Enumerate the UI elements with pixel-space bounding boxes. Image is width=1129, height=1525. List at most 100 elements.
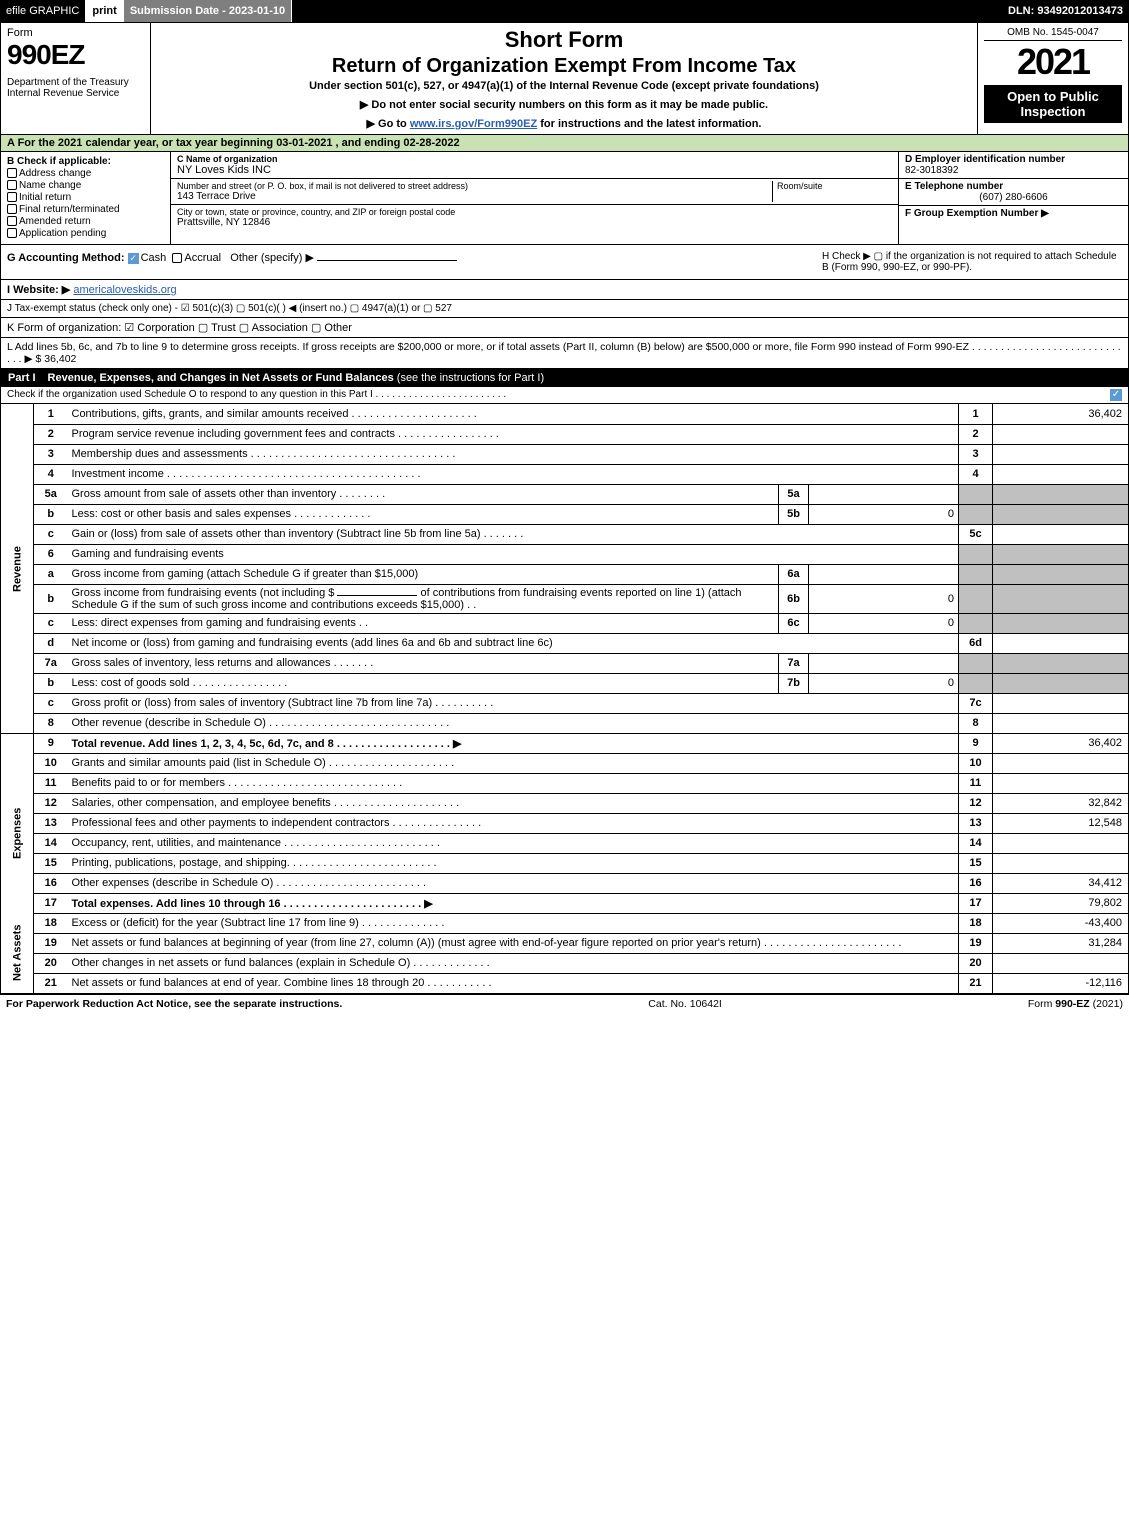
l5c-amt <box>993 524 1129 544</box>
l7b-sv: 0 <box>809 673 959 693</box>
org-name: NY Loves Kids INC <box>177 164 892 176</box>
chk-initial-return[interactable]: Initial return <box>7 192 164 203</box>
l6b-blank[interactable] <box>337 595 417 596</box>
l7a-sn: 7a <box>779 653 809 673</box>
l8-ln: 8 <box>959 713 993 733</box>
l10-num: 10 <box>34 753 68 773</box>
footer-right: Form 990-EZ (2021) <box>1028 998 1123 1010</box>
ein: 82-3018392 <box>905 165 1122 176</box>
i-label: I Website: ▶ <box>7 284 70 296</box>
l6a-sv <box>809 564 959 584</box>
l12-desc: Salaries, other compensation, and employ… <box>68 793 959 813</box>
g-label: G Accounting Method: <box>7 252 125 264</box>
chk-address-change[interactable]: Address change <box>7 168 164 179</box>
l5b-desc: Less: cost or other basis and sales expe… <box>68 504 779 524</box>
f-label: F Group Exemption Number ▶ <box>905 208 1049 219</box>
city-label: City or town, state or province, country… <box>177 207 892 217</box>
l16-ln: 16 <box>959 873 993 893</box>
instruction-2: ▶ Go to www.irs.gov/Form990EZ for instru… <box>159 117 969 130</box>
l3-amt <box>993 444 1129 464</box>
l12-amt: 32,842 <box>993 793 1129 813</box>
submission-date: Submission Date - 2023-01-10 <box>124 0 292 22</box>
l5a-sn: 5a <box>779 484 809 504</box>
l14-desc: Occupancy, rent, utilities, and maintena… <box>68 833 959 853</box>
form-meta-block: OMB No. 1545-0047 2021 Open to Public In… <box>978 23 1128 134</box>
part-1-sub: Check if the organization used Schedule … <box>0 387 1129 404</box>
website-link[interactable]: americaloveskids.org <box>73 284 176 296</box>
l6c-amt <box>993 613 1129 633</box>
section-a: A For the 2021 calendar year, or tax yea… <box>0 135 1129 152</box>
open-to-public: Open to Public Inspection <box>984 85 1122 123</box>
chk-application-pending[interactable]: Application pending <box>7 228 164 239</box>
l18-amt: -43,400 <box>993 913 1129 933</box>
part-sub-text: Check if the organization used Schedule … <box>7 389 506 401</box>
l8-num: 8 <box>34 713 68 733</box>
l2-ln: 2 <box>959 424 993 444</box>
l11-amt <box>993 773 1129 793</box>
print-button[interactable]: print <box>86 0 123 22</box>
other-specify-input[interactable] <box>317 260 457 261</box>
l7b-desc: Less: cost of goods sold . . . . . . . .… <box>68 673 779 693</box>
part-label: Part I <box>8 372 36 384</box>
chk-final-return[interactable]: Final return/terminated <box>7 204 164 215</box>
dln-label: DLN: 93492012013473 <box>1002 0 1129 22</box>
l9-num: 9 <box>34 733 68 753</box>
l5b-num: b <box>34 504 68 524</box>
l16-num: 16 <box>34 873 68 893</box>
l1-desc: Contributions, gifts, grants, and simila… <box>68 404 959 424</box>
footer-left: For Paperwork Reduction Act Notice, see … <box>6 998 342 1010</box>
l5b-ln <box>959 504 993 524</box>
l9-amt: 36,402 <box>993 733 1129 753</box>
l1-amt: 36,402 <box>993 404 1129 424</box>
l6-amt <box>993 544 1129 564</box>
l6d-num: d <box>34 633 68 653</box>
efile-label: efile GRAPHIC <box>0 0 86 22</box>
l13-amt: 12,548 <box>993 813 1129 833</box>
l15-ln: 15 <box>959 853 993 873</box>
l13-desc: Professional fees and other payments to … <box>68 813 959 833</box>
l6a-ln <box>959 564 993 584</box>
top-bar: efile GRAPHIC print Submission Date - 20… <box>0 0 1129 22</box>
form-word: Form <box>7 27 144 39</box>
schedule-o-checkbox[interactable]: ✓ <box>1110 389 1122 401</box>
l20-num: 20 <box>34 953 68 973</box>
chk-name-change[interactable]: Name change <box>7 180 164 191</box>
chk-amended-return[interactable]: Amended return <box>7 216 164 227</box>
part-1-header: Part I Revenue, Expenses, and Changes in… <box>0 369 1129 387</box>
section-f: F Group Exemption Number ▶ <box>899 206 1128 221</box>
section-def: D Employer identification number 82-3018… <box>898 152 1128 244</box>
chk-accrual[interactable] <box>172 253 182 263</box>
l1-num: 1 <box>34 404 68 424</box>
d-label: D Employer identification number <box>905 154 1122 165</box>
l6d-ln: 6d <box>959 633 993 653</box>
l10-amt <box>993 753 1129 773</box>
l4-num: 4 <box>34 464 68 484</box>
l14-num: 14 <box>34 833 68 853</box>
l9-ln: 9 <box>959 733 993 753</box>
l5a-amt <box>993 484 1129 504</box>
l19-ln: 19 <box>959 933 993 953</box>
section-d: D Employer identification number 82-3018… <box>899 152 1128 179</box>
section-cde: C Name of organization NY Loves Kids INC… <box>171 152 898 244</box>
city-state-zip: Prattsville, NY 12846 <box>177 217 892 228</box>
instruction-1: ▶ Do not enter social security numbers o… <box>159 98 969 111</box>
irs-link[interactable]: www.irs.gov/Form990EZ <box>410 118 537 130</box>
l16-desc: Other expenses (describe in Schedule O) … <box>68 873 959 893</box>
section-e: E Telephone number (607) 280-6606 <box>899 179 1128 206</box>
l8-amt <box>993 713 1129 733</box>
l9-desc: Total revenue. Add lines 1, 2, 3, 4, 5c,… <box>68 733 959 753</box>
l10-desc: Grants and similar amounts paid (list in… <box>68 753 959 773</box>
c-label: C Name of organization <box>177 154 892 164</box>
l7c-desc: Gross profit or (loss) from sales of inv… <box>68 693 959 713</box>
l2-num: 2 <box>34 424 68 444</box>
l7a-num: 7a <box>34 653 68 673</box>
l19-num: 19 <box>34 933 68 953</box>
e-label: E Telephone number <box>905 181 1122 192</box>
chk-cash[interactable]: ✓ <box>128 253 139 264</box>
l10-ln: 10 <box>959 753 993 773</box>
l3-num: 3 <box>34 444 68 464</box>
l20-ln: 20 <box>959 953 993 973</box>
l18-num: 18 <box>34 913 68 933</box>
l5a-desc: Gross amount from sale of assets other t… <box>68 484 779 504</box>
spacer <box>292 0 1002 22</box>
